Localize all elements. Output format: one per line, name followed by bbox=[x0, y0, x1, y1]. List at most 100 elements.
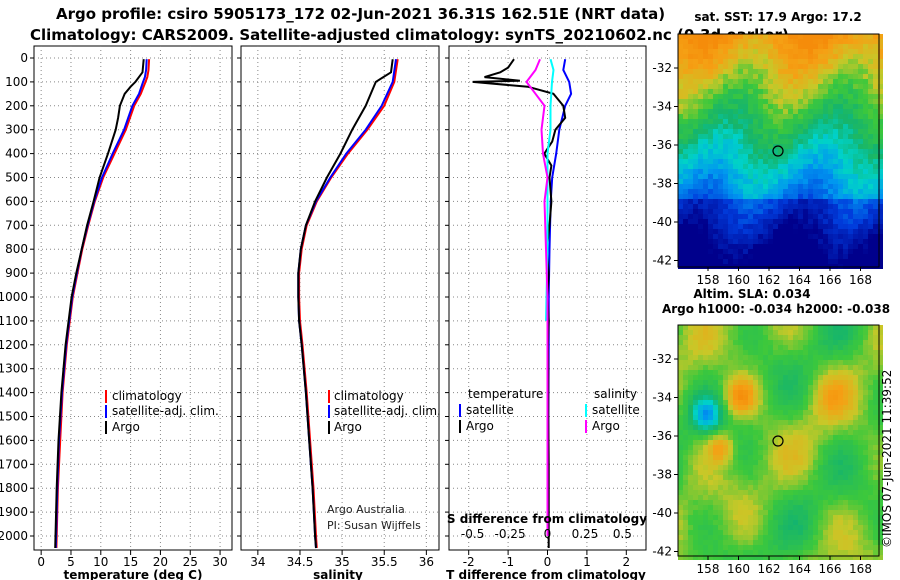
map-cell bbox=[708, 34, 713, 39]
map-cell bbox=[728, 540, 733, 545]
map-cell bbox=[868, 400, 873, 405]
map-cell bbox=[698, 139, 703, 144]
map-cell bbox=[743, 159, 748, 164]
map-cell bbox=[813, 234, 818, 239]
map-cell bbox=[718, 164, 723, 169]
map-cell bbox=[858, 335, 863, 340]
map-cell bbox=[833, 375, 838, 380]
map-cell bbox=[728, 209, 733, 214]
map-cell bbox=[798, 435, 803, 440]
map-cell bbox=[863, 470, 868, 475]
map-cell bbox=[748, 74, 753, 79]
map-cell bbox=[798, 400, 803, 405]
map-cell bbox=[803, 219, 808, 224]
map-cell bbox=[693, 345, 698, 350]
map-cell bbox=[773, 550, 778, 555]
map-cell bbox=[798, 194, 803, 199]
map-cell bbox=[838, 340, 843, 345]
map-cell bbox=[753, 39, 758, 44]
map-cell bbox=[813, 435, 818, 440]
map-cell bbox=[803, 44, 808, 49]
map-cell bbox=[863, 69, 868, 74]
map-cell bbox=[813, 415, 818, 420]
map-cell bbox=[683, 510, 688, 515]
map-cell bbox=[763, 204, 768, 209]
map-cell bbox=[878, 49, 883, 54]
map-cell bbox=[723, 169, 728, 174]
map-cell bbox=[823, 425, 828, 430]
map-cell bbox=[818, 330, 823, 335]
map-cell bbox=[793, 445, 798, 450]
map-cell bbox=[868, 380, 873, 385]
map-cell bbox=[753, 545, 758, 550]
map-cell bbox=[693, 495, 698, 500]
map-cell bbox=[738, 485, 743, 490]
map-cell bbox=[708, 535, 713, 540]
map-cell bbox=[768, 139, 773, 144]
map-cell bbox=[848, 39, 853, 44]
map-cell bbox=[738, 395, 743, 400]
map-cell bbox=[823, 360, 828, 365]
map-cell bbox=[738, 169, 743, 174]
map-cell bbox=[728, 39, 733, 44]
map-cell bbox=[808, 154, 813, 159]
map-cell bbox=[688, 124, 693, 129]
map-cell bbox=[823, 460, 828, 465]
map-cell bbox=[733, 249, 738, 254]
map-cell bbox=[728, 244, 733, 249]
map-cell bbox=[798, 129, 803, 134]
map-cell bbox=[748, 495, 753, 500]
map-cell bbox=[678, 249, 683, 254]
map-cell bbox=[818, 325, 823, 330]
map-cell bbox=[748, 144, 753, 149]
map-cell bbox=[803, 500, 808, 505]
map-cell bbox=[833, 209, 838, 214]
map-cell bbox=[678, 390, 683, 395]
depth-tick-label: 1900 bbox=[0, 505, 28, 519]
legend-swatch-satellite-s bbox=[328, 405, 330, 418]
map-cell bbox=[818, 445, 823, 450]
depth-tick-label: 1700 bbox=[0, 457, 28, 471]
map-cell bbox=[808, 360, 813, 365]
map-cell bbox=[768, 345, 773, 350]
map-cell bbox=[758, 234, 763, 239]
map-cell bbox=[688, 174, 693, 179]
map-cell bbox=[698, 490, 703, 495]
map-cell bbox=[878, 450, 883, 455]
map-cell bbox=[708, 149, 713, 154]
map-cell bbox=[748, 325, 753, 330]
map-cell bbox=[763, 99, 768, 104]
map-cell bbox=[708, 224, 713, 229]
sla-field bbox=[678, 325, 883, 560]
map-cell bbox=[823, 385, 828, 390]
map-cell bbox=[783, 375, 788, 380]
map-cell bbox=[838, 79, 843, 84]
map-cell bbox=[768, 450, 773, 455]
map-cell bbox=[703, 164, 708, 169]
map-cell bbox=[703, 79, 708, 84]
map-cell bbox=[858, 425, 863, 430]
map-cell bbox=[833, 355, 838, 360]
map-cell bbox=[858, 550, 863, 555]
map-cell bbox=[848, 510, 853, 515]
map-cell bbox=[723, 109, 728, 114]
map-cell bbox=[763, 350, 768, 355]
map-cell bbox=[798, 550, 803, 555]
map-cell bbox=[843, 455, 848, 460]
map-cell bbox=[848, 79, 853, 84]
map-cell bbox=[708, 550, 713, 555]
map-cell bbox=[788, 330, 793, 335]
map-cell bbox=[763, 380, 768, 385]
map-cell bbox=[788, 400, 793, 405]
map-cell bbox=[768, 475, 773, 480]
map-cell bbox=[728, 254, 733, 259]
map-cell bbox=[828, 189, 833, 194]
map-cell bbox=[718, 410, 723, 415]
map-cell bbox=[833, 445, 838, 450]
map-cell bbox=[803, 224, 808, 229]
map-cell bbox=[773, 515, 778, 520]
map-cell bbox=[713, 224, 718, 229]
map-cell bbox=[753, 219, 758, 224]
map-cell bbox=[858, 199, 863, 204]
map-cell bbox=[683, 199, 688, 204]
